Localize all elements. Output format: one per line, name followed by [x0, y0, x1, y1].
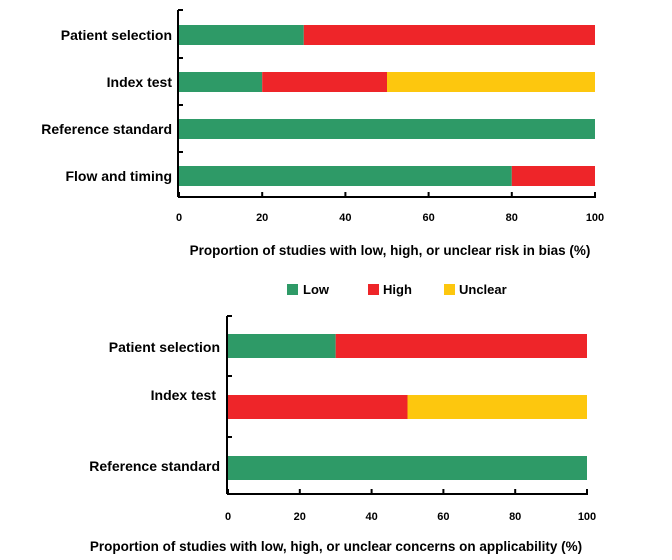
- chart1-bar-high-1: [262, 72, 387, 92]
- applicability-concerns-chart: 0 20 40 60 80 100 Patient selection Index tes…: [89, 315, 596, 554]
- chart2-category-label-2: Reference standard: [89, 458, 220, 474]
- chart2-y-ticks: [227, 315, 232, 438]
- chart1-bar-high-0: [303, 25, 595, 45]
- legend-label-unclear: Unclear: [459, 282, 507, 297]
- chart2-bar-low-0: [228, 334, 336, 358]
- chart1-x-ticks: 0 20 40 60 80 100: [176, 192, 604, 224]
- chart1-x-tick-label-1: 20: [256, 212, 268, 224]
- chart1-bars: [179, 25, 595, 186]
- legend: Low High Unclear: [287, 282, 507, 297]
- chart1-x-tick-label-5: 100: [586, 212, 604, 224]
- legend-swatch-unclear: [444, 284, 455, 295]
- chart2-x-tick-label-0: 0: [225, 511, 231, 523]
- chart1-category-label-3: Flow and timing: [65, 168, 172, 184]
- chart1-bar-unclear-1: [387, 72, 595, 92]
- chart2-category-label-1: Index test: [151, 387, 217, 403]
- chart2-bars: [228, 334, 587, 480]
- legend-swatch-low: [287, 284, 298, 295]
- chart1-x-axis-title: Proportion of studies with low, high, or…: [190, 243, 591, 258]
- chart2-bar-low-2: [228, 456, 587, 480]
- legend-label-high: High: [383, 282, 412, 297]
- chart1-x-tick-label-4: 80: [506, 212, 518, 224]
- chart2-x-tick-label-5: 100: [578, 511, 596, 523]
- chart1-bar-low-1: [179, 72, 263, 92]
- chart2-x-axis-title: Proportion of studies with low, high, or…: [90, 539, 582, 554]
- chart1-x-tick-label-2: 40: [339, 212, 351, 224]
- legend-swatch-high: [368, 284, 379, 295]
- chart2-x-tick-label-3: 60: [437, 511, 449, 523]
- chart1-bar-high-3: [511, 166, 595, 186]
- chart2-bar-high-1: [228, 395, 408, 419]
- chart1-category-label-0: Patient selection: [61, 27, 172, 43]
- chart1-y-ticks: [178, 9, 183, 153]
- risk-of-bias-chart: 0 20 40 60 80 100 Patient selection Index tes…: [41, 9, 604, 258]
- chart1-x-tick-label-0: 0: [176, 212, 182, 224]
- chart2-x-ticks: 0 20 40 60 80 100: [225, 489, 596, 523]
- chart2-bar-unclear-1: [407, 395, 587, 419]
- chart1-bar-low-3: [179, 166, 512, 186]
- chart1-category-label-2: Reference standard: [41, 121, 172, 137]
- chart2-x-tick-label-2: 40: [365, 511, 377, 523]
- chart1-bar-low-0: [179, 25, 304, 45]
- chart2-category-label-0: Patient selection: [109, 339, 220, 355]
- legend-label-low: Low: [303, 282, 330, 297]
- chart1-x-tick-label-3: 60: [422, 212, 434, 224]
- chart2-bar-high-0: [335, 334, 587, 358]
- chart2-x-tick-label-4: 80: [509, 511, 521, 523]
- chart2-x-tick-label-1: 20: [294, 511, 306, 523]
- chart1-category-label-1: Index test: [107, 74, 173, 90]
- chart1-bar-low-2: [179, 119, 595, 139]
